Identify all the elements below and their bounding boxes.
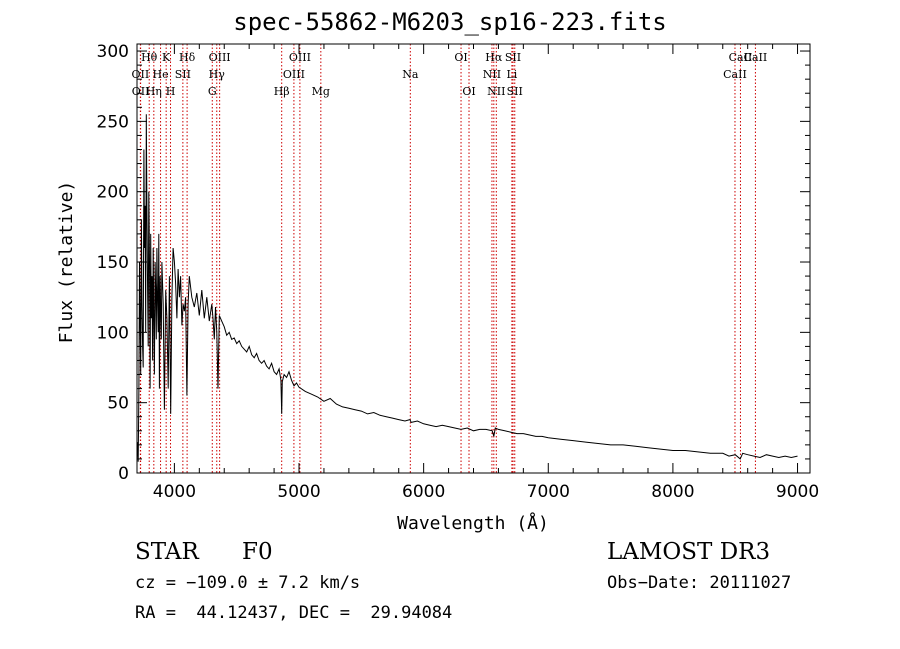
line-label: Hδ	[179, 51, 196, 64]
line-label: Mg	[312, 85, 330, 98]
x-tick-label: 4000	[153, 482, 196, 502]
y-tick-label: 250	[97, 112, 129, 132]
x-tick-label: 7000	[527, 482, 570, 502]
chart-title: spec-55862-M6203_sp16-223.fits	[233, 8, 667, 36]
line-label: Hα	[485, 51, 503, 64]
line-label: K	[162, 51, 171, 64]
y-tick-label: 300	[97, 42, 129, 62]
flux-series	[136, 114, 798, 462]
survey-name: LAMOST DR3	[607, 539, 771, 565]
line-label: NII	[483, 68, 501, 81]
coordinates: RA = 44.12437, DEC = 29.94084	[135, 603, 453, 623]
line-label: CaII	[729, 51, 753, 64]
x-axis-ticks: 4000 5000 6000 7000 8000 9000	[153, 44, 819, 502]
line-label: OII	[132, 85, 150, 98]
x-tick-label: 6000	[402, 482, 445, 502]
line-label: NII	[487, 85, 505, 98]
y-tick-label: 0	[118, 464, 129, 484]
x-axis-label: Wavelength (Å)	[397, 512, 549, 534]
line-label: SII	[507, 85, 523, 98]
line-label: CaII	[723, 68, 747, 81]
line-label: H	[166, 85, 176, 98]
flux-line	[136, 114, 798, 462]
y-tick-label: 100	[97, 323, 129, 343]
line-label: He	[153, 68, 169, 81]
redshift-cz: cz = −109.0 ± 7.2 km/s	[135, 573, 361, 593]
line-label: Hη	[146, 85, 162, 98]
line-label: OIII	[289, 51, 311, 64]
line-label: OIII	[283, 68, 305, 81]
x-tick-label: 8000	[651, 482, 694, 502]
line-label: OIII	[209, 51, 231, 64]
line-label: OII	[132, 68, 150, 81]
line-label: Na	[402, 68, 419, 81]
y-tick-label: 50	[107, 394, 129, 414]
emission-line-markers	[139, 44, 756, 473]
line-label: OI	[454, 51, 467, 64]
x-tick-label: 5000	[277, 482, 320, 502]
line-label: Hβ	[274, 85, 290, 98]
line-label: G	[208, 85, 217, 98]
subclass: F0	[242, 539, 273, 565]
object-class: STAR	[135, 539, 199, 565]
plot-frame	[136, 43, 811, 474]
line-label: Hγ	[209, 68, 226, 81]
line-label: SII	[175, 68, 191, 81]
line-label: SII	[505, 51, 521, 64]
y-axis-ticks: 0 50 100 150 200 250 300	[97, 42, 810, 484]
y-tick-label: 150	[97, 253, 129, 273]
line-label: CaII	[744, 51, 768, 64]
y-tick-label: 200	[97, 183, 129, 203]
line-label: OI	[462, 85, 475, 98]
line-label: Li	[506, 68, 517, 81]
obs-date: Obs−Date: 20111027	[607, 573, 792, 593]
line-label: Hθ	[141, 51, 158, 64]
y-axis-label: Flux (relative)	[56, 181, 77, 344]
x-tick-label: 9000	[776, 482, 819, 502]
